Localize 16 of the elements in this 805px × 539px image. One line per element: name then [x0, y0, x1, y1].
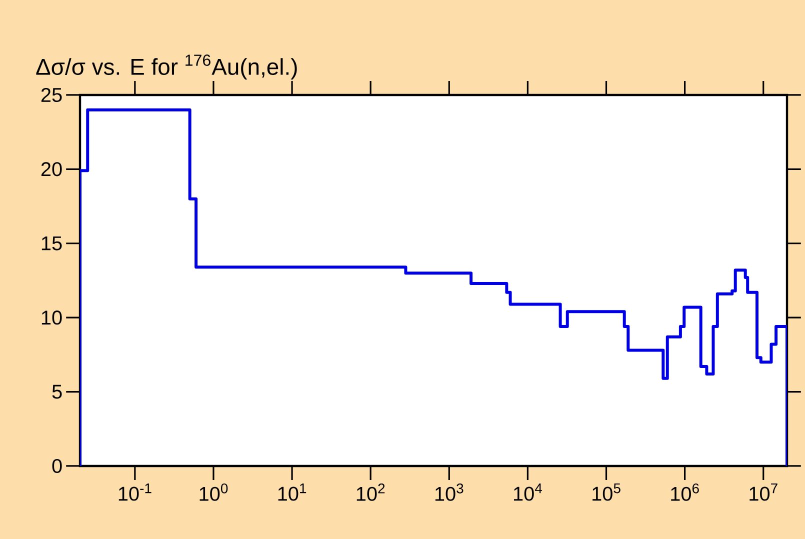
- x-tick-label: 10$^{4}$: [514, 484, 542, 501]
- y-tick-label: 15: [42, 236, 62, 250]
- y-tick-label: 0: [52, 458, 62, 474]
- y-tick-label: 25: [41, 88, 62, 102]
- y-tick-label: 20: [41, 162, 62, 176]
- x-tick-label: 10$^{-1}$: [118, 484, 152, 501]
- x-tick-label: 10$^{3}$: [435, 483, 464, 501]
- x-tick-label: 10$^{2}$: [356, 483, 385, 501]
- y-tick-label: 10: [42, 310, 62, 325]
- x-tick-label: 10$^{1}$: [278, 484, 306, 501]
- y-tick-label: 5: [52, 384, 62, 399]
- x-tick-label: 10$^{0}$: [200, 483, 228, 501]
- x-tick-label: 10$^{7}$: [750, 484, 778, 501]
- chart-title: Δσ/σ vs. E for $^{176}$Au(n,el.): [36, 54, 297, 80]
- x-tick-label: 10$^{5}$: [592, 484, 620, 501]
- x-tick-label: 10$^{6}$: [671, 483, 699, 501]
